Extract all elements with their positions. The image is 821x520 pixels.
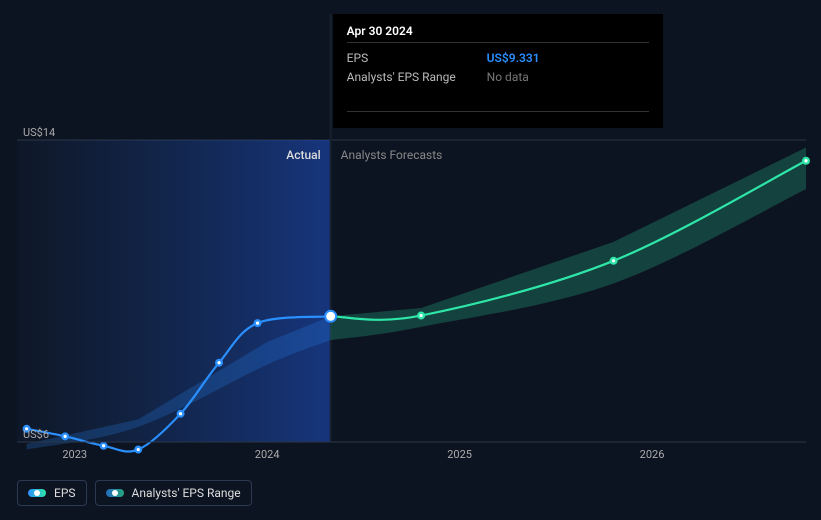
legend-item-range[interactable]: Analysts' EPS Range	[95, 480, 252, 506]
region-label-actual: Actual	[286, 148, 320, 162]
region-label-forecast: Analysts Forecasts	[341, 148, 443, 162]
tooltip-range-label: Analysts' EPS Range	[347, 68, 467, 87]
legend-item-eps[interactable]: EPS	[17, 480, 87, 506]
x-tick-label: 2024	[255, 448, 280, 461]
tooltip-date: Apr 30 2024	[347, 24, 649, 38]
x-tick-label: 2026	[640, 448, 665, 461]
x-tick-label: 2023	[62, 448, 87, 461]
legend: EPS Analysts' EPS Range	[17, 480, 252, 506]
tooltip-range-value: No data	[487, 68, 529, 87]
y-tick-label: US$14	[23, 126, 55, 139]
x-tick-label: 2025	[447, 448, 472, 461]
tooltip-eps-label: EPS	[347, 49, 467, 68]
chart-tooltip: Apr 30 2024 EPS US$9.331 Analysts' EPS R…	[333, 14, 663, 128]
tooltip-eps-value: US$9.331	[487, 49, 540, 68]
legend-range-label: Analysts' EPS Range	[132, 486, 241, 500]
y-tick-label: US$6	[23, 428, 49, 441]
eps-chart: US$6 US$14 2023 2024 2025 2026 Actual Analys…	[0, 0, 821, 520]
legend-eps-label: EPS	[54, 486, 76, 500]
